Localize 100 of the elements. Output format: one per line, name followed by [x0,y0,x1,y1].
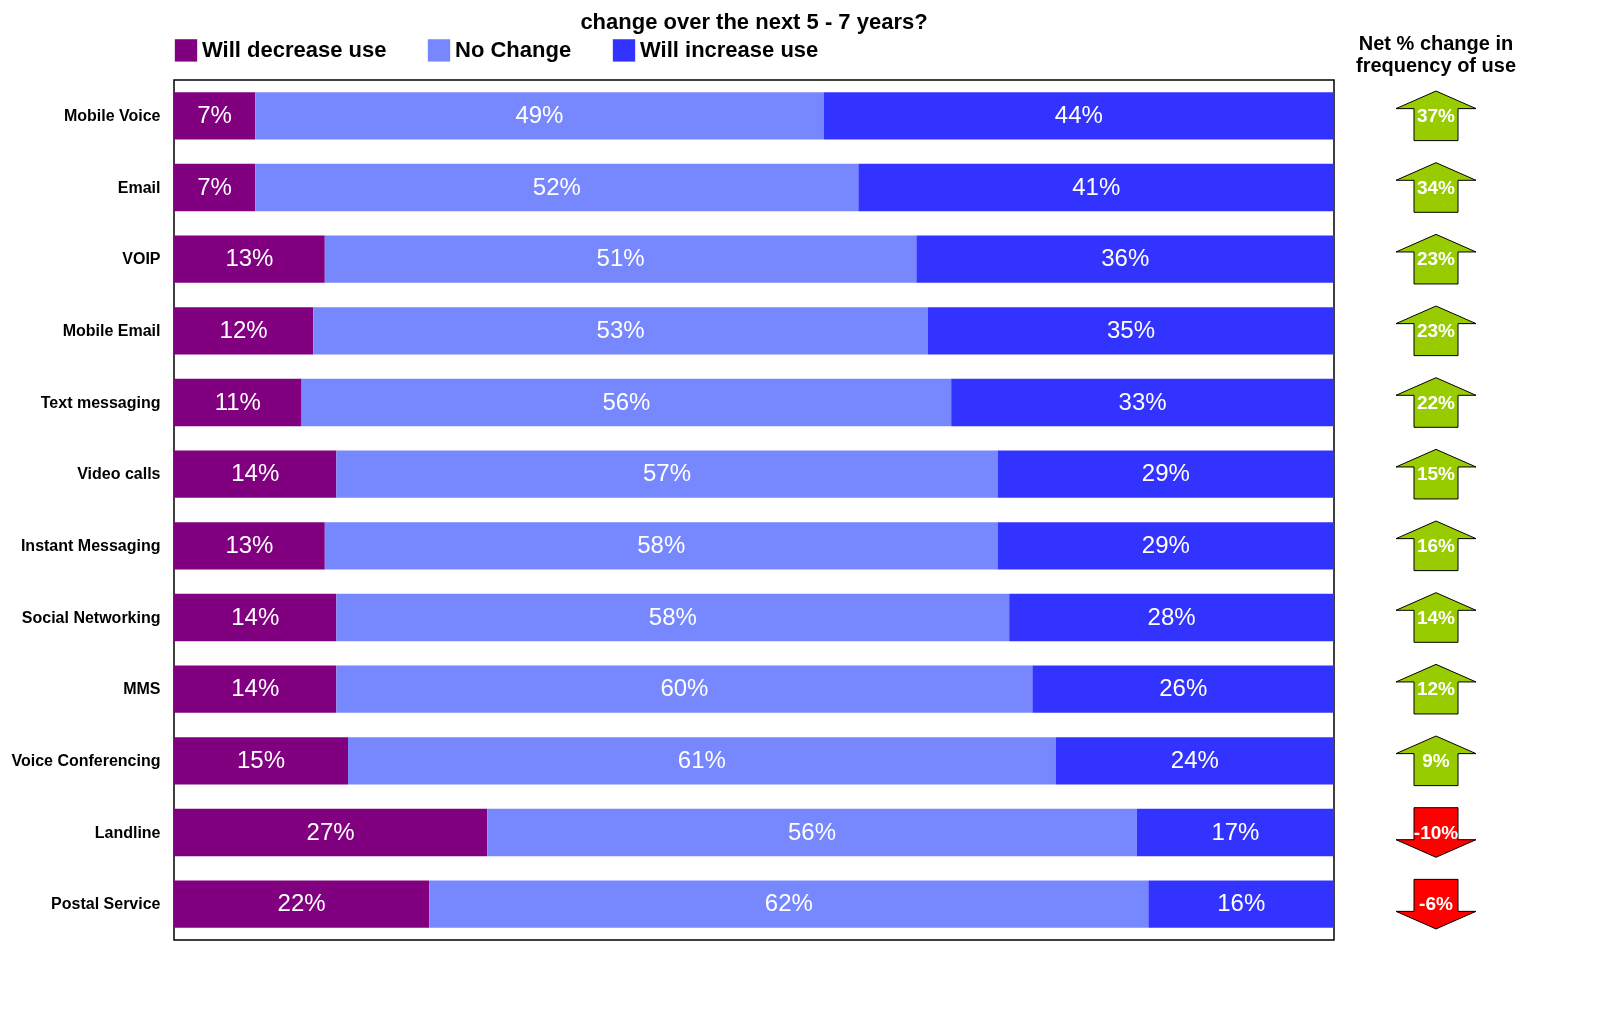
data-label: 12% [219,315,268,343]
bar [301,378,952,427]
data-label: 56% [602,387,651,415]
bar [174,378,302,427]
data-label: 15% [236,745,286,773]
data-label: 7% [197,100,232,128]
data-label: 14% [231,459,280,487]
bar [324,235,917,283]
y-tick-label: Instant Messaging [20,536,161,554]
data-label: 12% [1416,678,1456,700]
data-label: 35% [1106,315,1156,343]
bar [823,92,1334,140]
data-label: 58% [648,602,697,630]
bar [174,522,325,570]
data-label: 60% [660,674,709,702]
data-label: 52% [532,172,581,200]
bar [174,235,325,283]
bar [313,307,928,355]
data-label: 29% [1141,459,1190,487]
y-tick-label: Mobile Voice [63,106,161,124]
data-label: 14% [231,674,280,702]
data-label: 13% [225,244,274,272]
data-label: 23% [1416,319,1456,341]
legend-label: Will decrease use [202,37,387,63]
data-label: 56% [787,817,837,845]
bar [997,450,1334,498]
y-tick-label: Voice Conferencing [11,751,161,769]
data-label: 17% [1211,817,1260,845]
data-label: 28% [1147,602,1196,630]
bar [487,808,1137,857]
data-label: 61% [677,745,726,773]
bar [174,593,337,642]
bar [1136,808,1334,857]
data-label: -6% [1419,893,1453,915]
data-label: 27% [306,817,355,845]
bar [858,163,1334,212]
data-label: 15% [1416,463,1456,485]
data-label: 29% [1141,530,1190,558]
data-label: 49% [515,100,564,128]
y-tick-label: Postal Service [51,895,161,913]
bar [174,880,430,928]
bar [174,665,337,713]
data-label: 62% [764,889,813,917]
y-tick-label: Social Networking [21,608,161,626]
bar [916,235,1334,283]
bar [336,665,1033,713]
data-label: 44% [1054,100,1103,128]
bar [324,522,998,570]
bar [174,450,337,498]
y-tick-label: Video calls [77,465,161,483]
y-tick-label: VOIP [122,250,161,268]
bar [336,593,1010,642]
chart-title: change over the next 5 - 7 years? [580,9,928,34]
legend-label: Will increase use [640,37,819,63]
y-tick-label: MMS [123,680,161,698]
data-label: 7% [197,172,232,200]
data-label: 53% [596,315,645,343]
bar [336,450,998,498]
bar [174,163,256,212]
bar [928,307,1334,355]
y-tick-label: Mobile Email [62,321,161,339]
data-label: 36% [1101,244,1150,272]
bar [1148,880,1334,928]
data-label: 37% [1416,104,1456,126]
bar [997,522,1334,570]
bar [1055,737,1334,785]
data-label: 57% [642,459,692,487]
bar [255,163,859,212]
data-label: 51% [596,244,645,272]
data-label: 9% [1422,749,1450,771]
data-label: -10% [1413,821,1459,843]
bar [429,880,1149,928]
data-label: 14% [231,602,280,630]
bar [348,737,1056,785]
data-label: 22% [277,889,326,917]
data-label: 23% [1416,248,1456,270]
bar [1009,593,1334,642]
y-tick-label: Text messaging [40,393,161,411]
data-label: 22% [1416,391,1456,413]
data-label: 16% [1416,534,1456,556]
bar [174,737,348,785]
data-label: 41% [1072,172,1121,200]
y-tick-label: Email [117,178,161,196]
y-tick-label: Landline [94,823,161,841]
data-label: 11% [214,387,261,415]
bar [1032,665,1334,713]
text: Net % change in frequency of use [1355,32,1517,76]
data-label: 33% [1118,387,1167,415]
data-label: 34% [1416,176,1456,198]
data-label: 16% [1217,889,1266,917]
legend-label: No Change [455,37,572,63]
data-label: 13% [225,530,274,558]
bar [174,92,256,140]
bar [951,378,1334,427]
data-label: 14% [1416,606,1456,628]
data-label: 58% [637,530,686,558]
data-label: 26% [1159,674,1208,702]
bar [174,307,314,355]
data-label: 24% [1170,745,1219,773]
bar [174,808,488,857]
